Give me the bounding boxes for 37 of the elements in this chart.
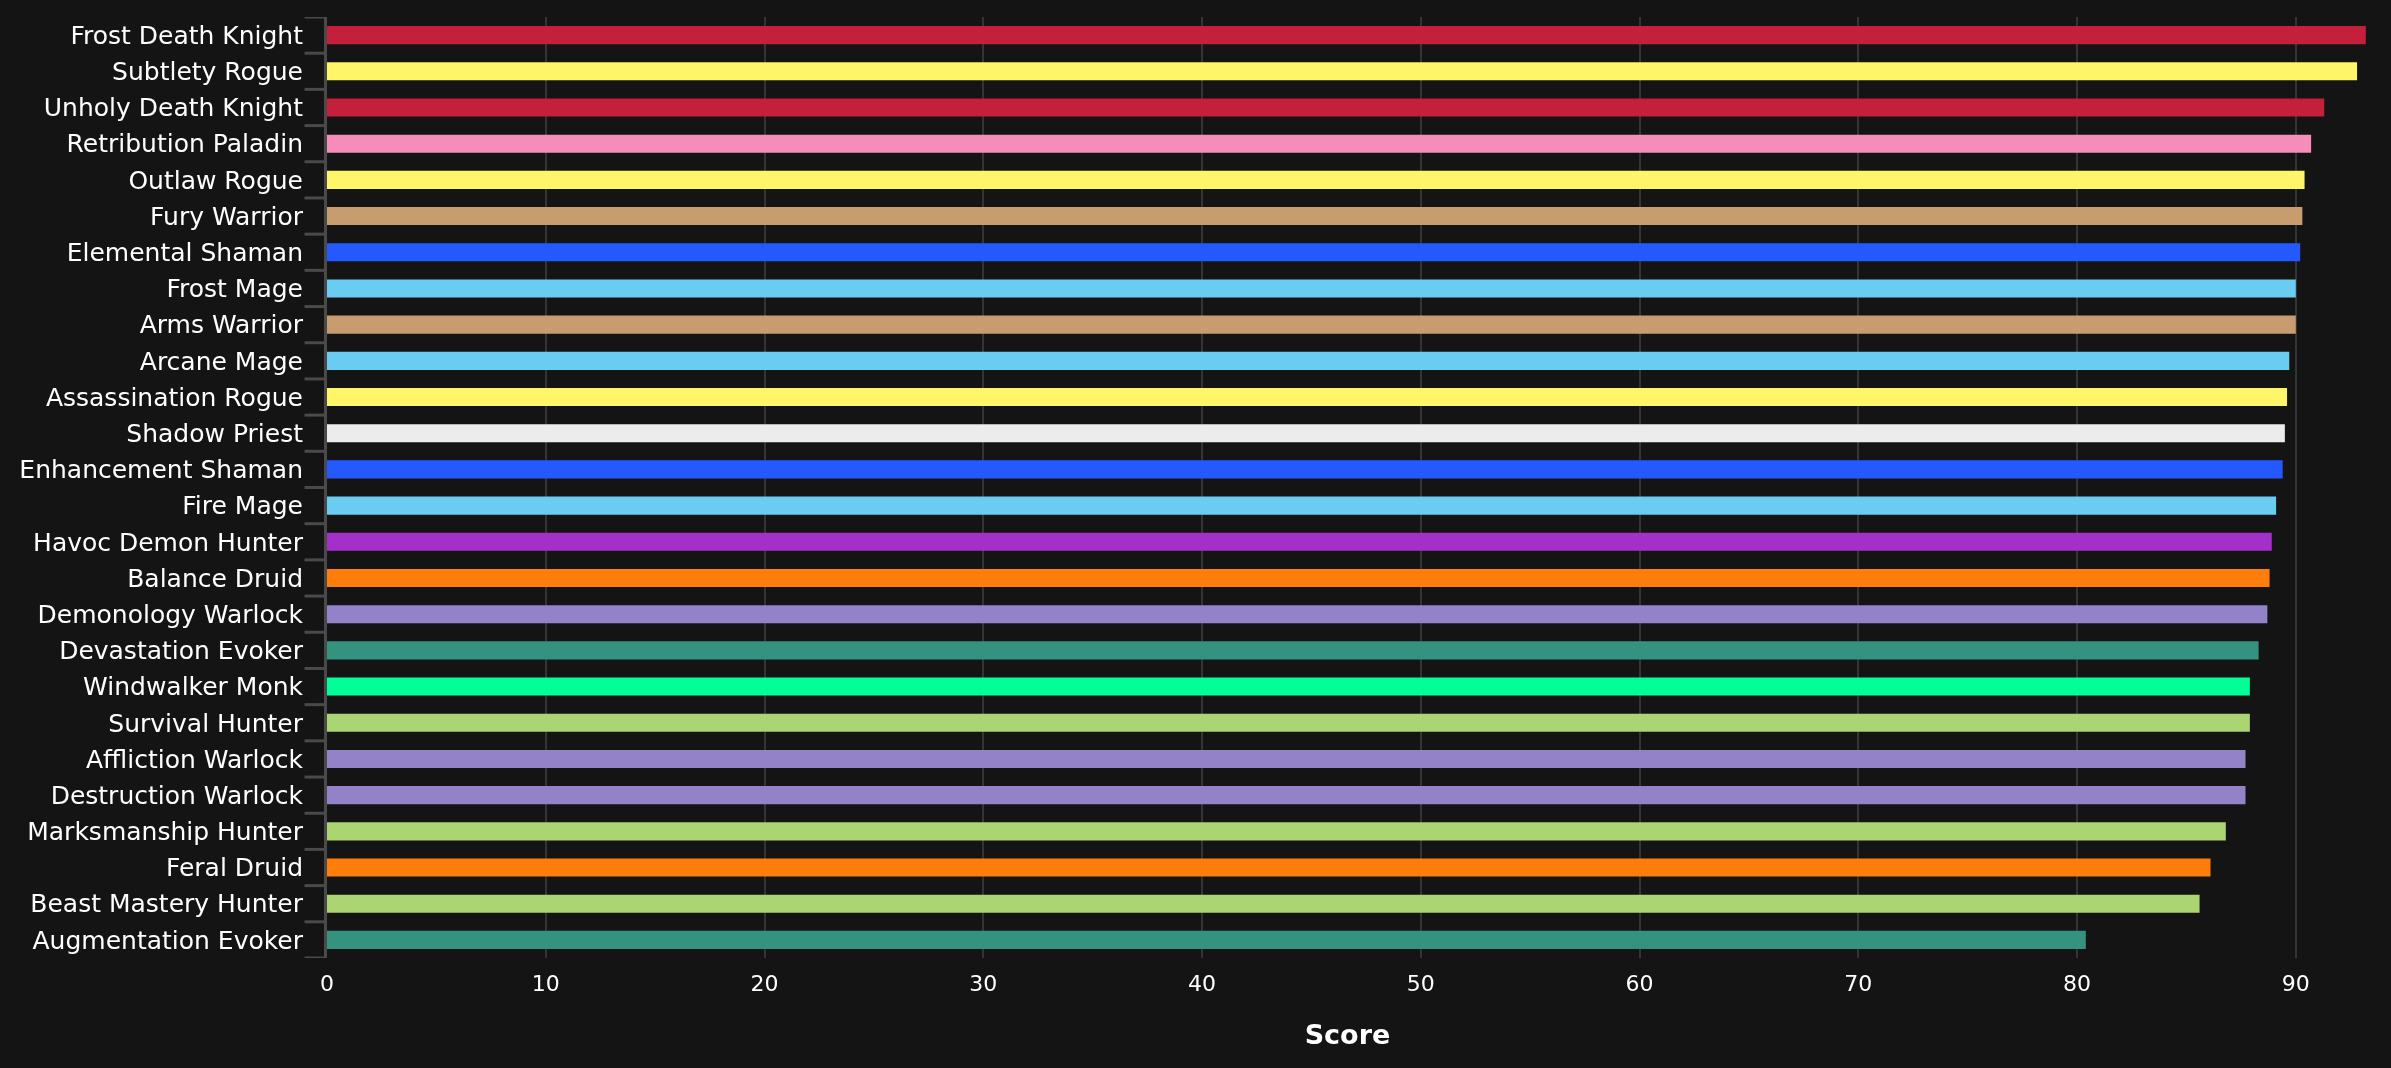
y-tick-label: Arms Warrior [139, 310, 304, 340]
y-tick-label: Frost Death Knight [70, 20, 304, 50]
x-tick-label: 60 [1625, 971, 1654, 996]
x-tick-label: 30 [969, 971, 998, 996]
y-tick-label: Feral Druid [165, 853, 303, 883]
x-tick-label: 10 [531, 971, 560, 996]
x-tick-label: 70 [1844, 971, 1873, 996]
y-tick-label: Retribution Paladin [66, 129, 303, 159]
x-tick-label: 90 [2281, 971, 2310, 996]
y-tick-label: Unholy Death Knight [43, 93, 304, 123]
y-tick-label: Outlaw Rogue [128, 165, 303, 195]
x-axis-title: Score [1304, 1019, 1391, 1051]
y-tick-label: Survival Hunter [108, 708, 304, 738]
y-tick-label: Assassination Rogue [45, 382, 303, 412]
x-tick-label: 20 [750, 971, 779, 996]
y-tick-label: Havoc Demon Hunter [33, 527, 304, 557]
x-tick-label: 40 [1188, 971, 1217, 996]
y-tick-label: Affliction Warlock [86, 744, 304, 774]
x-tick-label: 80 [2063, 971, 2092, 996]
y-tick-label: Destruction Warlock [50, 780, 304, 810]
y-tick-label: Shadow Priest [126, 418, 304, 448]
y-tick-label: Fire Mage [182, 491, 303, 521]
y-tick-label: Balance Druid [127, 563, 303, 593]
y-tick-label: Elemental Shaman [66, 238, 303, 267]
y-tick-label: Demonology Warlock [37, 599, 304, 629]
y-tick-label: Marksmanship Hunter [27, 817, 304, 847]
y-tick-label: Devastation Evoker [59, 636, 304, 666]
x-tick-label: 50 [1406, 971, 1435, 996]
y-tick-label: Beast Mastery Hunter [30, 889, 304, 919]
y-tick-label: Frost Mage [166, 274, 303, 304]
y-tick-label: Windwalker Monk [83, 672, 304, 702]
y-tick-label: Augmentation Evoker [32, 925, 304, 955]
y-tick-label: Subtlety Rogue [112, 57, 303, 87]
x-tick-label: 0 [320, 971, 334, 996]
y-tick-label: Arcane Mage [139, 346, 303, 376]
y-tick-label: Fury Warrior [150, 201, 304, 231]
y-tick-label: Enhancement Shaman [19, 455, 303, 485]
